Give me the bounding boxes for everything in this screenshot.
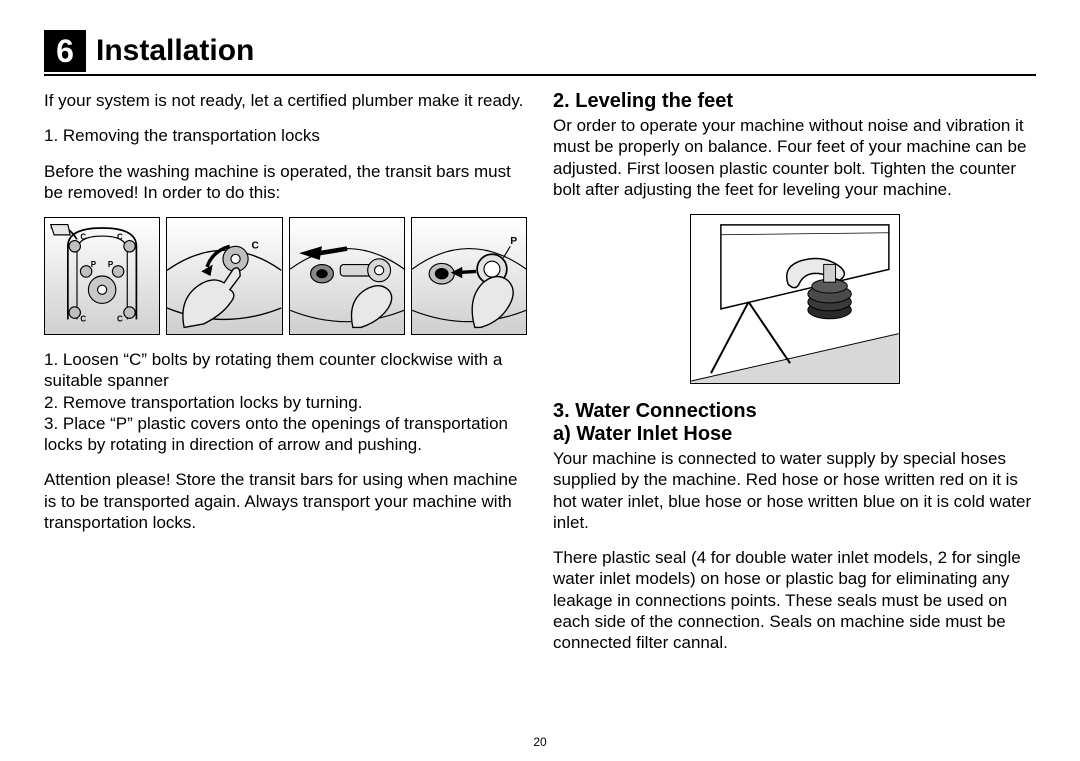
svg-text:P: P [91, 260, 97, 269]
svg-text:C: C [117, 232, 123, 241]
water-body-1: Your machine is connected to water suppl… [553, 448, 1036, 533]
transport-lock-figures: C C C C P P [44, 217, 527, 335]
svg-text:P: P [510, 236, 517, 247]
figure-panel-4: P [411, 217, 527, 335]
svg-text:C: C [252, 241, 260, 252]
substep-1: 1. Loosen “C” bolts by rotating them cou… [44, 349, 527, 392]
substep-2: 2. Remove transportation locks by turnin… [44, 392, 527, 413]
svg-text:C: C [117, 315, 123, 324]
substep-3: 3. Place “P” plastic covers onto the ope… [44, 413, 527, 456]
heading-water-connections: 3. Water Connections [553, 400, 1036, 423]
step1-title: 1. Removing the transportation locks [44, 125, 527, 146]
water-body-2: There plastic seal (4 for double water i… [553, 547, 1036, 653]
page-number: 20 [0, 735, 1080, 749]
heading-leveling-feet: 2. Leveling the feet [553, 90, 1036, 113]
svg-text:C: C [80, 315, 86, 324]
section-title: Installation [96, 34, 254, 68]
right-column: 2. Leveling the feet Or order to operate… [553, 90, 1036, 667]
figure-panel-3 [289, 217, 405, 335]
svg-text:P: P [108, 260, 114, 269]
leveling-figure [690, 214, 900, 384]
section-header: 6 Installation [44, 30, 1036, 76]
attention-text: Attention please! Store the transit bars… [44, 469, 527, 533]
figure-panel-1: C C C C P P [44, 217, 160, 335]
leveling-body: Or order to operate your machine without… [553, 115, 1036, 200]
section-number-badge: 6 [44, 30, 86, 72]
step1-intro: Before the washing machine is operated, … [44, 161, 527, 204]
heading-water-inlet-hose: a) Water Inlet Hose [553, 423, 1036, 446]
svg-text:C: C [80, 232, 86, 241]
figure-panel-2: C [166, 217, 282, 335]
leveling-figure-wrap [553, 214, 1036, 384]
left-column: If your system is not ready, let a certi… [44, 90, 527, 667]
intro-text: If your system is not ready, let a certi… [44, 90, 527, 111]
